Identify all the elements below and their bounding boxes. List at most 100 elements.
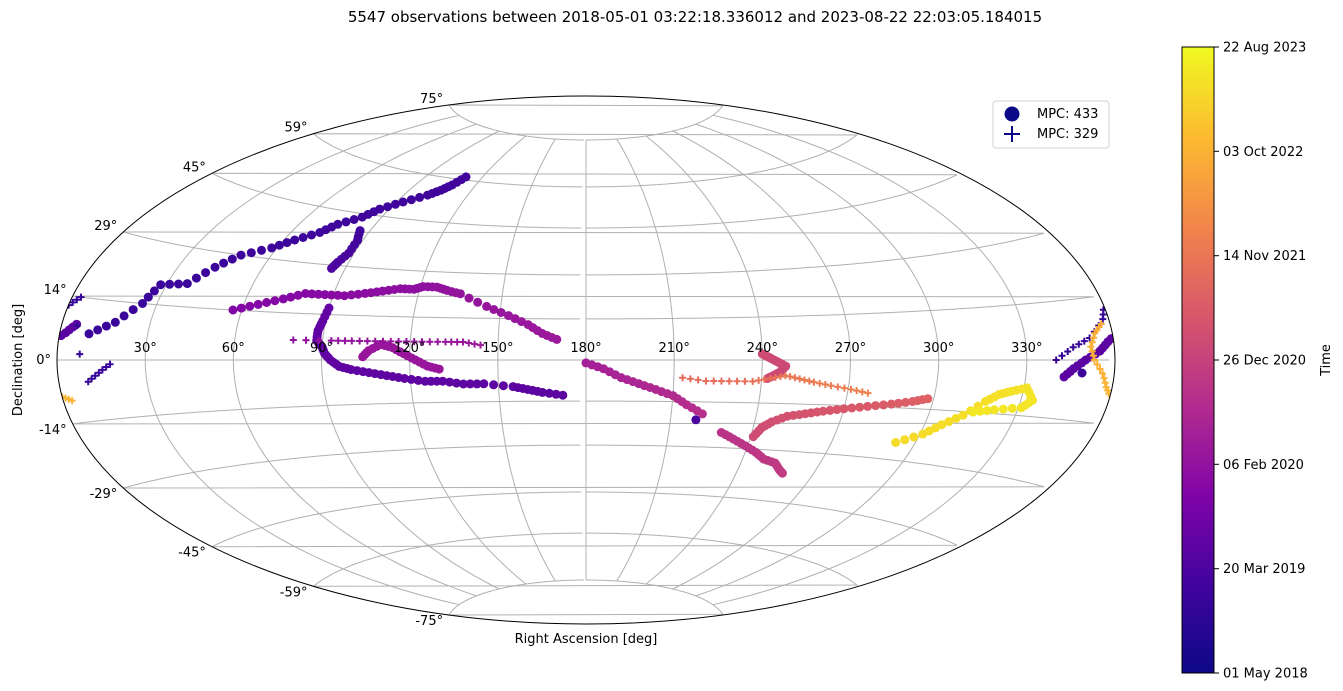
observation-plus — [447, 338, 455, 346]
observation-point — [982, 406, 992, 416]
observation-plus — [1087, 343, 1095, 351]
observation-plus — [821, 381, 829, 388]
observation-point — [825, 405, 835, 415]
observation-point — [847, 403, 857, 413]
observation-plus — [741, 377, 749, 385]
observation-point — [1016, 403, 1026, 413]
observation-point — [110, 317, 120, 327]
observation-point — [245, 301, 255, 311]
observation-plus — [315, 336, 323, 344]
observation-point — [951, 413, 961, 423]
y-tick-label: 0° — [36, 353, 51, 368]
observation-plus — [796, 375, 804, 383]
observation-plus — [1080, 337, 1088, 345]
observation-plus — [1101, 379, 1109, 387]
observation-point — [891, 438, 901, 447]
observation-plus — [834, 383, 842, 391]
observation-point — [832, 405, 842, 415]
colorbar: 01 May 2018 20 Mar 2019 06 Feb 2020 26 Dec … — [1181, 41, 1334, 682]
observation-point — [349, 215, 359, 224]
observation-point — [496, 308, 506, 317]
observation-point — [210, 262, 220, 272]
observation-plus — [725, 377, 733, 385]
y-tick-label: 59° — [284, 121, 307, 136]
observation-point — [293, 290, 303, 300]
x-tick-label: 180° — [570, 341, 601, 356]
observation-plus — [68, 397, 76, 405]
observation-plus — [98, 366, 106, 374]
x-axis-label: Right Ascension [deg] — [515, 632, 658, 647]
observation-point — [818, 406, 828, 416]
observation-point — [894, 398, 903, 408]
observation-point — [398, 197, 408, 207]
observation-plus — [356, 337, 364, 345]
observation-plus — [69, 298, 77, 306]
observation-point — [119, 311, 129, 321]
observation-plus — [847, 385, 855, 393]
observation-point — [301, 289, 310, 298]
legend-marker-circle — [1004, 106, 1020, 122]
observation-point — [286, 292, 296, 302]
y-tick-label: 14° — [44, 283, 67, 298]
x-tick-label: 240° — [747, 341, 778, 356]
x-tick-label: 330° — [1011, 341, 1042, 356]
observation-plus — [786, 373, 794, 381]
observation-point — [472, 379, 482, 389]
observation-plus — [801, 376, 808, 384]
observation-plus — [816, 379, 824, 387]
observation-point — [461, 172, 471, 182]
chart-title: 5547 observations between 2018-05-01 03:… — [347, 8, 1043, 26]
observation-point — [855, 402, 865, 412]
observation-point — [227, 254, 237, 264]
observation-point — [544, 388, 554, 398]
parallel-line — [72, 295, 1094, 320]
observation-plus — [106, 360, 114, 368]
parallel-line — [448, 579, 724, 616]
parallel-line — [123, 444, 1045, 489]
observation-plus — [810, 378, 818, 386]
observation-plus — [1090, 356, 1098, 364]
observation-point — [278, 294, 288, 304]
observation-point — [777, 468, 787, 478]
observation-plus — [418, 338, 426, 346]
observation-point — [551, 389, 561, 399]
colorbar-tick-label: 03 Oct 2022 — [1223, 145, 1303, 160]
y-tick-label: 75° — [420, 92, 443, 107]
x-tick-labels: 30° 60° 90° 120° 150° 180° 210° 240° 270° 300° 330… — [134, 341, 1043, 356]
parallel-line — [312, 532, 859, 587]
observation-point — [128, 305, 138, 315]
observation-plus — [761, 376, 768, 383]
observation-plus — [1096, 365, 1104, 373]
observation-point — [138, 299, 147, 308]
observation-point — [1106, 334, 1115, 344]
observation-point — [182, 279, 192, 289]
observation-point — [174, 279, 183, 289]
observation-point — [937, 420, 947, 430]
observation-plus — [410, 338, 418, 346]
observation-point — [1077, 368, 1087, 378]
observation-point — [455, 289, 465, 299]
observation-point — [156, 280, 166, 290]
observation-point — [101, 321, 111, 331]
observation-plus — [334, 337, 342, 345]
observation-plus — [1090, 334, 1097, 342]
observation-point — [333, 219, 343, 229]
observation-plus — [694, 376, 702, 384]
legend-label-433: MPC: 433 — [1037, 107, 1098, 122]
observation-plus — [395, 338, 403, 345]
observation-point — [958, 410, 968, 420]
observation-point — [479, 379, 489, 389]
observation-plus — [686, 375, 694, 383]
observation-point — [339, 291, 349, 301]
x-tick-label: 30° — [134, 341, 157, 356]
observation-point — [968, 407, 978, 417]
observation-plus — [95, 369, 103, 377]
observation-plus — [679, 374, 687, 382]
observation-point — [236, 250, 246, 260]
observation-point — [944, 417, 954, 427]
observation-plus — [379, 337, 387, 345]
observation-point — [406, 195, 416, 205]
observation-point — [262, 298, 272, 307]
observation-plus — [402, 338, 410, 345]
observation-point — [445, 377, 455, 387]
